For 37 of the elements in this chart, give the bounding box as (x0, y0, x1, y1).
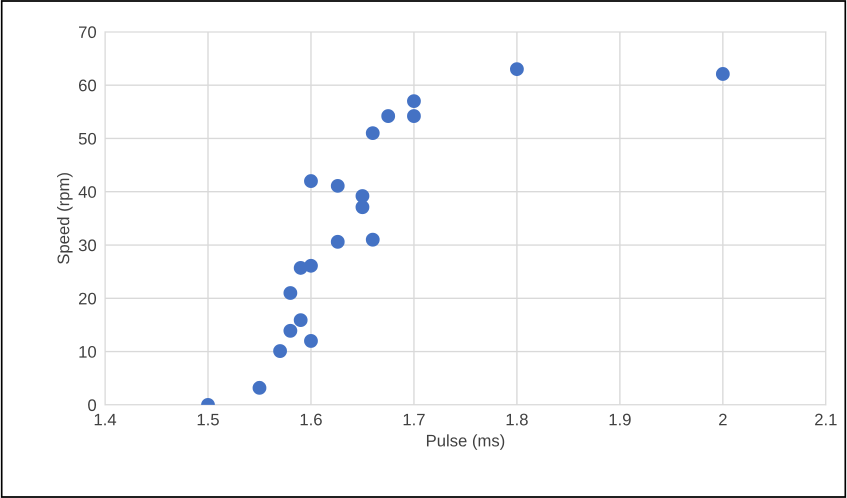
point (356, 200, 370, 214)
y-tick-label: 70 (79, 26, 96, 38)
x-tick-label: 1.7 (404, 414, 425, 426)
x-tick-label: 2 (719, 414, 727, 426)
point (330, 234, 345, 249)
point (330, 178, 345, 193)
x-tick-label: 2.1 (815, 414, 837, 426)
point (366, 232, 380, 247)
point (381, 109, 396, 123)
y-tick-label: 20 (78, 292, 96, 305)
point (407, 109, 421, 123)
point (252, 380, 266, 395)
point (366, 126, 380, 140)
y-tick-label: 60 (79, 80, 96, 92)
point (304, 174, 318, 188)
x-tick-label: 1.8 (506, 414, 528, 426)
x-tick-label: 1.4 (94, 414, 116, 426)
y-tick-label: 0 (88, 399, 96, 412)
y-tick-label: 40 (78, 186, 96, 198)
point (283, 324, 298, 338)
x-tick-label: 1.5 (198, 414, 219, 426)
point (716, 67, 730, 81)
point (304, 258, 318, 273)
point (356, 189, 370, 203)
x-tick-label: 1.9 (610, 414, 631, 426)
x-tick-label: 1.6 (300, 414, 322, 426)
point (273, 344, 287, 358)
y-tick-label: 10 (79, 346, 96, 358)
point (510, 62, 524, 76)
point (304, 334, 318, 348)
point (294, 313, 308, 328)
point (283, 286, 298, 300)
y-axis-title: Speed (rpm) (57, 173, 73, 264)
y-tick-label: 30 (78, 239, 96, 252)
point (407, 94, 421, 108)
x-axis-title: Pulse (ms) (426, 434, 504, 450)
y-tick-label: 50 (78, 132, 96, 145)
